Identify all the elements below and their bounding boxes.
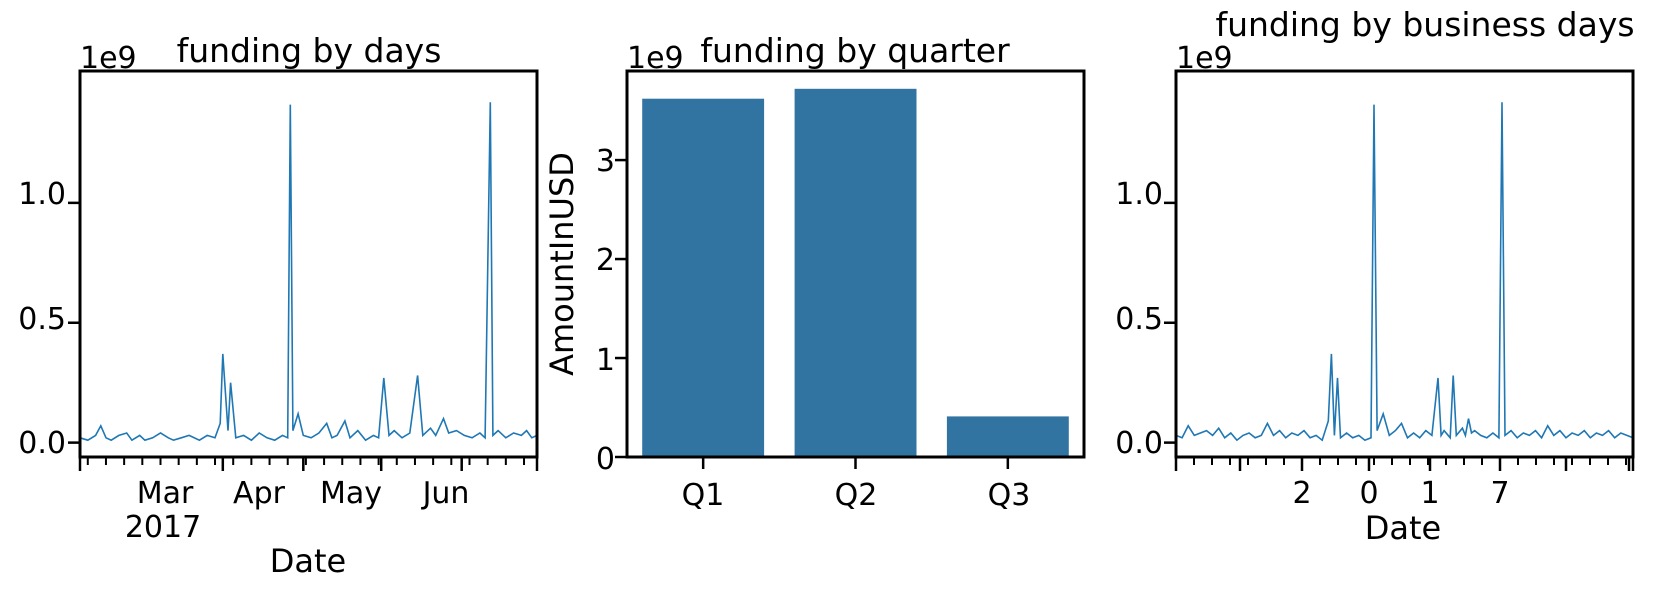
- bar-q1: [642, 98, 765, 457]
- y-tick-label: 2: [596, 243, 615, 278]
- x-tick-labels: 2 0 1 7: [1292, 476, 1509, 511]
- plot-frame: [1174, 69, 1635, 459]
- panel-funding-by-days: funding by days 1e9 Mar Apr May Jun 2017…: [18, 31, 539, 580]
- x-tick-label: Q3: [988, 478, 1031, 513]
- panel-funding-by-quarter: funding by quarter 1e9 0 1 2 3 Q1 Q2 Q3 …: [543, 31, 1086, 513]
- x-tick-label: 0: [1359, 476, 1378, 511]
- x-tick-label: Apr: [233, 476, 286, 511]
- x-tick-label: Q1: [682, 478, 725, 513]
- x-tick-label: 1: [1420, 476, 1439, 511]
- chart-title: funding by days: [177, 31, 442, 70]
- y-tick-labels: 0.0 0.5 1.0: [1115, 177, 1163, 461]
- chart-title: funding by quarter: [700, 31, 1010, 70]
- x-ticks: [1174, 457, 1635, 471]
- series-line: [1175, 102, 1634, 442]
- x-tick-sublabel: 2017: [125, 510, 201, 545]
- y-tick-label: 3: [596, 144, 615, 179]
- y-ticks: [68, 201, 80, 444]
- bar-q3: [946, 416, 1069, 457]
- x-ticks: [78, 457, 539, 471]
- y-tick-label: 1: [596, 343, 615, 378]
- y-ticks: [615, 158, 627, 459]
- chart-title: funding by business days: [1215, 5, 1634, 44]
- y-tick-label: 1.0: [18, 177, 66, 212]
- x-axis-title: Date: [270, 542, 346, 580]
- x-axis-title: Date: [1365, 509, 1441, 547]
- bars: [642, 88, 1069, 458]
- x-tick-label: Q2: [835, 478, 878, 513]
- y-tick-label: 1.0: [1115, 177, 1163, 212]
- x-tick-label: Mar: [137, 476, 194, 511]
- panel-funding-by-business-days: funding by business days 1e9 0.0 0.5 1.0…: [1115, 5, 1634, 547]
- y-tick-labels: 0.0 0.5 1.0: [18, 177, 66, 461]
- x-tick-labels: Q1 Q2 Q3: [682, 478, 1031, 513]
- y-tick-label: 0.0: [18, 426, 66, 461]
- x-tick-labels: Mar Apr May Jun 2017: [125, 476, 470, 545]
- x-ticks: [701, 457, 1010, 469]
- y-tick-label: 0.5: [18, 302, 66, 337]
- x-tick-label: 2: [1292, 476, 1311, 511]
- y-tick-label: 0: [596, 442, 615, 477]
- x-tick-label: Jun: [421, 476, 470, 511]
- x-tick-label: May: [320, 476, 382, 511]
- plot-frame: [625, 69, 1086, 459]
- y-axis-title: AmountInUSD: [543, 152, 581, 376]
- y-ticks: [1164, 201, 1176, 444]
- y-tick-labels: 0 1 2 3: [596, 144, 615, 477]
- plot-frame: [78, 69, 539, 459]
- y-tick-label: 0.5: [1115, 302, 1163, 337]
- x-tick-label: 7: [1490, 476, 1509, 511]
- y-tick-label: 0.0: [1115, 426, 1163, 461]
- bar-q2: [794, 88, 917, 458]
- series-line: [79, 102, 538, 442]
